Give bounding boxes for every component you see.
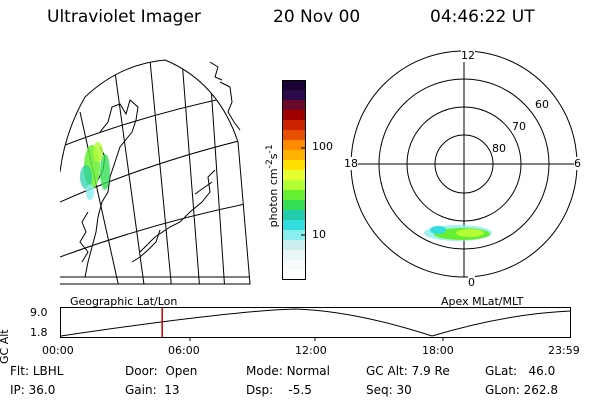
mlt-label-18: 18 [344,157,358,170]
mlt-label-6: 6 [574,157,581,170]
colorbar-cell [282,130,306,141]
colorbar-cell [282,250,306,261]
colorbar-cell [282,260,306,271]
alt-xtick-1: 06:00 [168,344,200,357]
colorbar-cell [282,100,306,111]
geographic-map [60,59,251,285]
colorbar-cell [282,110,306,121]
info-glon: GLon: 262.8 [485,383,558,397]
alt-xtick-4: 23:59 [548,344,580,357]
colorbar-cell [282,90,306,101]
colorbar-cell [282,240,306,251]
colorbar-cell [282,200,306,211]
colorbar-cell [282,180,306,191]
colorbar-cell [282,140,306,151]
header-date: 20 Nov 00 [273,7,361,27]
apex-caption: Apex MLat/MLT [441,295,524,308]
colorbar-cell [282,230,306,241]
info-ip: IP: 36.0 [10,383,56,397]
mlt-label-0: 0 [468,276,475,289]
mlt-label-12: 12 [461,49,475,62]
lat-lon-grid [60,60,250,284]
alt-xtick-2: 12:00 [295,344,327,357]
info-door: Door: Open [125,364,198,378]
colorbar-cell [282,170,306,181]
colorbar-label: photon cm-2s-1 [264,144,280,228]
colorbar-tick-100: 100 [312,140,333,153]
colorbar-cell [282,190,306,201]
colorbar-tick-10: 10 [312,228,326,241]
info-gain: Gain: 13 [125,383,180,397]
colorbar-cell [282,160,306,171]
alt-xtick-0: 00:00 [42,344,74,357]
colorbar-cell [282,80,306,91]
globe-limb [60,59,251,285]
mlat-label-60: 60 [535,98,549,111]
alt-ymax: 9.0 [30,306,48,319]
alt-xtick-3: 18:00 [422,344,454,357]
altitude-plot [60,307,571,341]
polar-plot [350,50,578,278]
info-dsp: Dsp: -5.5 [246,383,312,397]
alt-ymin: 1.8 [30,326,48,339]
info-glat: GLat: 46.0 [485,364,556,378]
header-time: 04:46:22 UT [430,7,535,27]
colorbar-cell [282,270,306,280]
geographic-caption: Geographic Lat/Lon [70,295,178,308]
instrument-title: Ultraviolet Imager [47,7,201,27]
info-mode: Mode: Normal [246,364,330,378]
colorbar-cell [282,210,306,221]
aurora-oval [424,225,492,241]
alt-y-label: GC Alt [0,329,11,364]
colorbar-cell [282,220,306,231]
colorbar [282,80,306,280]
colorbar-cell [282,150,306,161]
mlat-label-70: 70 [512,120,526,133]
info-seq: Seq: 30 [366,383,412,397]
info-gcalt: GC Alt: 7.9 Re [366,364,450,378]
info-flt: Flt: LBHL [10,364,64,378]
colorbar-cell [282,120,306,131]
mlat-label-80: 80 [492,142,506,155]
aurora-emission-left [80,142,110,200]
